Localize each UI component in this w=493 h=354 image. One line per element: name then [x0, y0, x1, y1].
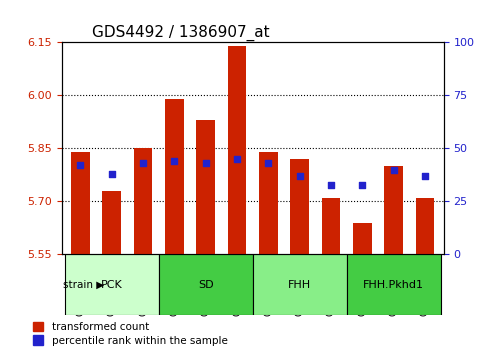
Point	[296, 173, 304, 179]
Point	[264, 160, 272, 166]
Point	[421, 173, 429, 179]
Point	[202, 160, 210, 166]
Point	[358, 182, 366, 187]
Bar	[259, 152, 278, 255]
Bar	[228, 46, 246, 255]
Point	[108, 171, 116, 177]
Point	[139, 160, 147, 166]
Point	[327, 182, 335, 187]
Text: strain ▶: strain ▶	[63, 280, 105, 290]
FancyBboxPatch shape	[159, 255, 253, 315]
Bar	[290, 159, 309, 255]
Point	[171, 158, 178, 164]
Bar	[384, 166, 403, 255]
Bar	[353, 223, 372, 255]
Text: PCK: PCK	[101, 280, 123, 290]
Bar	[416, 198, 434, 255]
Bar	[103, 191, 121, 255]
Text: SD: SD	[198, 280, 213, 290]
Bar	[165, 99, 184, 255]
Point	[233, 156, 241, 162]
Bar	[321, 198, 340, 255]
FancyBboxPatch shape	[347, 255, 441, 315]
Point	[76, 162, 84, 168]
Bar	[71, 152, 90, 255]
FancyBboxPatch shape	[65, 255, 159, 315]
FancyBboxPatch shape	[253, 255, 347, 315]
Legend: transformed count, percentile rank within the sample: transformed count, percentile rank withi…	[30, 319, 231, 349]
Bar	[196, 120, 215, 255]
Text: FHH: FHH	[288, 280, 311, 290]
Text: GDS4492 / 1386907_at: GDS4492 / 1386907_at	[92, 25, 270, 41]
Bar	[134, 148, 152, 255]
Point	[389, 167, 397, 172]
Text: FHH.Pkhd1: FHH.Pkhd1	[363, 280, 424, 290]
